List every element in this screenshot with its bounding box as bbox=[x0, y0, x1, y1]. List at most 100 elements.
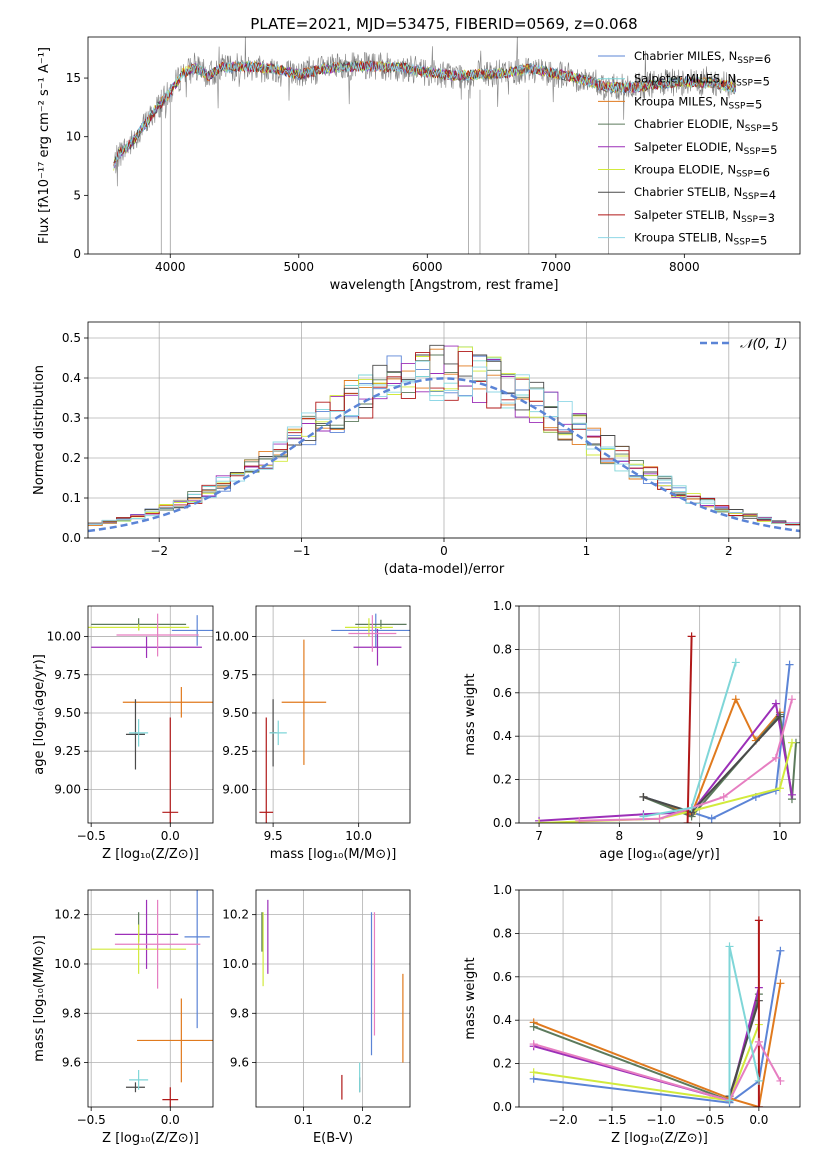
y-tick-label: 9.00 bbox=[222, 782, 249, 796]
y-tick-label: 9.8 bbox=[230, 1006, 249, 1020]
y-tick-label: 0.6 bbox=[493, 686, 512, 700]
x-tick-label: 10 bbox=[772, 829, 787, 843]
y-axis-label: mass weight bbox=[463, 673, 478, 755]
weight-marker bbox=[771, 699, 780, 708]
weight-marker bbox=[707, 814, 716, 823]
weight-marker bbox=[776, 946, 785, 955]
weight-marker bbox=[775, 784, 784, 793]
weight-marker bbox=[776, 1076, 785, 1085]
y-axis-label: mass weight bbox=[463, 957, 478, 1039]
x-tick-label: 0.0 bbox=[161, 829, 180, 843]
y-tick-label: 0.4 bbox=[493, 729, 512, 743]
weight-marker bbox=[787, 695, 796, 704]
y-tick-label: 0.2 bbox=[62, 451, 81, 465]
y-tick-label: 9.8 bbox=[62, 1006, 81, 1020]
x-tick-label: −0.5 bbox=[77, 1113, 106, 1127]
y-tick-label: 1.0 bbox=[493, 883, 512, 897]
weight-line-7 bbox=[533, 1039, 782, 1102]
weight-marker bbox=[575, 816, 584, 823]
y-tick-label: 0.0 bbox=[493, 816, 512, 830]
plot-area bbox=[91, 890, 213, 1107]
weight-marker bbox=[529, 1040, 538, 1049]
axes-frame bbox=[518, 889, 801, 1108]
weight-marker bbox=[655, 814, 664, 823]
y-tick-label: 10.2 bbox=[222, 908, 249, 922]
x-tick-label: 4000 bbox=[155, 260, 186, 274]
y-tick-label: 9.75 bbox=[54, 668, 81, 682]
weight-marker bbox=[776, 979, 785, 988]
weight-marker bbox=[754, 1103, 763, 1107]
y-axis-label: age [log₁₀(age/yr)] bbox=[32, 654, 47, 775]
plot-area bbox=[529, 916, 785, 1107]
weight-line-1 bbox=[533, 983, 782, 1107]
y-tick-label: 9.6 bbox=[62, 1056, 81, 1070]
legend-entry: Salpeter MILES, NSSP=5 bbox=[634, 72, 770, 89]
legend-entry: Kroupa MILES, NSSP=5 bbox=[634, 94, 762, 111]
x-tick-label: 9.5 bbox=[264, 829, 283, 843]
x-tick-label: 6000 bbox=[412, 260, 443, 274]
x-tick-label: 9 bbox=[696, 829, 704, 843]
y-tick-label: 10.00 bbox=[47, 630, 81, 644]
panel-age_vs_mass: 9.5 10.0 9.00 9.25 9.50 9.75 10.00 mass [log₁₀(… bbox=[215, 605, 411, 862]
axes-frame bbox=[87, 36, 801, 255]
panel-residuals: −2 −1 0 1 2 0.0 0.1 0.2 0.3 0.4 0.5 (data-model)/er… bbox=[32, 321, 801, 577]
y-tick-label: 0 bbox=[73, 247, 81, 261]
weight-marker bbox=[771, 753, 780, 762]
plot-area bbox=[113, 37, 737, 254]
y-tick-label: 9.00 bbox=[54, 782, 81, 796]
axes-frame bbox=[87, 321, 801, 539]
weight-marker bbox=[639, 792, 648, 801]
x-tick-label: −1.0 bbox=[646, 1113, 675, 1127]
y-tick-label: 10.0 bbox=[222, 957, 249, 971]
legend-entry: Chabrier STELIB, NSSP=4 bbox=[634, 185, 776, 202]
plot-area bbox=[259, 613, 410, 823]
weight-line-2 bbox=[643, 712, 797, 818]
plot-area bbox=[88, 344, 800, 533]
weight-marker bbox=[535, 819, 544, 823]
y-tick-label: 0.6 bbox=[493, 970, 512, 984]
x-tick-label: 0.0 bbox=[161, 1113, 180, 1127]
legend-entry: Chabrier ELODIE, NSSP=5 bbox=[634, 117, 779, 134]
x-tick-label: 10.0 bbox=[345, 829, 372, 843]
weight-line-0 bbox=[643, 664, 791, 820]
x-tick-label: 8 bbox=[616, 829, 624, 843]
weight-marker bbox=[787, 738, 796, 747]
axes-frame bbox=[87, 605, 214, 824]
y-tick-label: 0.2 bbox=[493, 773, 512, 787]
weight-line-7 bbox=[579, 699, 793, 822]
x-tick-label: 5000 bbox=[283, 260, 314, 274]
legend-entry: Salpeter STELIB, NSSP=3 bbox=[634, 208, 775, 225]
y-tick-label: 1.0 bbox=[493, 599, 512, 613]
x-axis-label: age [log₁₀(age/yr)] bbox=[599, 847, 720, 862]
model-line-8 bbox=[113, 60, 736, 169]
y-tick-label: 5 bbox=[73, 188, 81, 202]
axes-frame bbox=[87, 889, 214, 1108]
model-line-6 bbox=[113, 59, 736, 164]
y-tick-label: 0.2 bbox=[493, 1057, 512, 1071]
y-tick-label: 10 bbox=[66, 130, 81, 144]
weight-marker bbox=[529, 1022, 538, 1031]
weight-marker bbox=[754, 1076, 763, 1085]
panel-mass_weight_vs_age: 7 8 9 10 0.0 0.2 0.4 0.6 0.8 1.0 age [log₁₀(age/yr… bbox=[463, 599, 801, 862]
histogram-6 bbox=[88, 344, 800, 526]
y-tick-label: 9.6 bbox=[230, 1056, 249, 1070]
x-tick-label: 0.0 bbox=[749, 1113, 768, 1127]
x-tick-label: 8000 bbox=[669, 260, 700, 274]
x-tick-label: 0 bbox=[440, 544, 448, 558]
axes-frame bbox=[518, 605, 801, 824]
weight-marker bbox=[719, 792, 728, 801]
x-tick-label: −2.0 bbox=[548, 1113, 577, 1127]
weight-marker bbox=[754, 1037, 763, 1046]
legend-entry: Kroupa STELIB, NSSP=5 bbox=[634, 231, 767, 248]
spectrum-data-line bbox=[113, 37, 736, 187]
weight-marker bbox=[725, 1096, 734, 1105]
weight-line-5 bbox=[728, 1000, 760, 1097]
x-axis-label: Z [log₁₀(Z/Z⊙)] bbox=[611, 1131, 708, 1146]
x-tick-label: 7000 bbox=[541, 260, 572, 274]
y-axis-label: Normed distribution bbox=[32, 365, 47, 495]
panel-spectrum: 4000 5000 6000 7000 8000 0 5 10 15 wavelength [An… bbox=[37, 36, 801, 293]
weight-marker bbox=[775, 712, 784, 721]
y-tick-label: 9.75 bbox=[222, 668, 249, 682]
